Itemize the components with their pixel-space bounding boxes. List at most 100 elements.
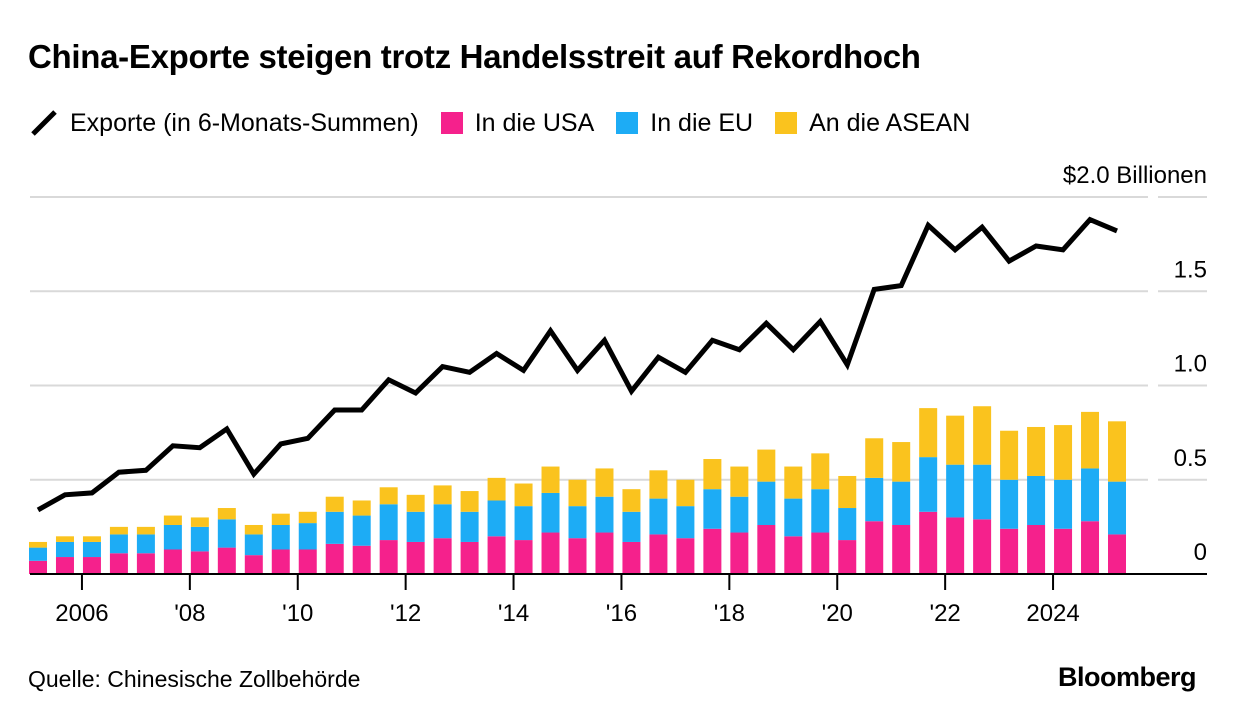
bar-in-die-usa <box>136 553 155 574</box>
bar-in-die-eu <box>892 481 911 525</box>
bar-in-die-eu <box>487 500 506 537</box>
bar-in-die-usa <box>406 541 425 574</box>
bar-in-die-usa <box>244 555 263 574</box>
bar-an-die-asean <box>82 536 101 542</box>
bar-in-die-eu <box>352 515 371 546</box>
usa-swatch-icon <box>440 112 463 134</box>
y-tick-label: 1.0 <box>1174 351 1207 378</box>
chart-title: China-Exporte steigen trotz Handelsstrei… <box>28 38 921 75</box>
bar-an-die-asean <box>487 477 506 501</box>
bar-an-die-asean <box>892 442 911 482</box>
bar-an-die-asean <box>730 466 749 497</box>
exports-line-series <box>36 216 1118 513</box>
bar-in-die-eu <box>325 511 344 544</box>
legend-item-exports: Exporte (in 6-Monats-Summen) <box>30 109 419 138</box>
legend-label-exports: Exporte (in 6-Monats-Summen) <box>70 108 419 137</box>
bar-in-die-usa <box>325 543 344 574</box>
bar-in-die-eu <box>1108 481 1126 535</box>
bar-an-die-asean <box>460 491 479 512</box>
legend-label-eu: In die EU <box>650 108 754 137</box>
bar-an-die-asean <box>1108 421 1126 482</box>
bar-an-die-asean <box>217 508 236 520</box>
bar-in-die-eu <box>163 524 182 550</box>
legend-label-asean: An die ASEAN <box>809 108 971 137</box>
y-tick-label: 0 <box>1194 539 1207 566</box>
bar-in-die-eu <box>541 492 560 533</box>
bar-in-die-usa <box>919 511 938 574</box>
bar-in-die-eu <box>109 534 128 554</box>
bar-an-die-asean <box>163 515 182 525</box>
bar-in-die-usa <box>1054 528 1073 574</box>
x-axis: 2006 '08 '10 '12 '14 '16 '18 '20 '22 2024 <box>30 573 1207 627</box>
bar-in-die-usa <box>784 536 803 574</box>
bar-an-die-asean <box>244 524 263 535</box>
bar-in-die-eu <box>55 541 74 558</box>
bar-in-die-eu <box>82 541 101 558</box>
bar-an-die-asean <box>514 483 533 507</box>
bar-in-die-eu <box>1000 479 1019 529</box>
bar-an-die-asean <box>973 406 992 465</box>
bar-in-die-eu <box>460 511 479 542</box>
asean-swatch-icon <box>775 112 798 134</box>
legend-item-usa: In die USA <box>440 108 595 138</box>
bar-in-die-usa <box>946 517 965 574</box>
brand-logo: Bloomberg <box>1057 662 1197 692</box>
bar-in-die-usa <box>379 540 398 574</box>
bar-in-die-usa <box>541 532 560 574</box>
bar-in-die-eu <box>838 508 857 541</box>
legend-label-usa: In die USA <box>474 108 595 137</box>
bar-in-die-eu <box>919 457 938 512</box>
bar-in-die-eu <box>973 464 992 520</box>
bar-in-die-eu <box>271 524 290 550</box>
legend-item-eu: In die EU <box>616 109 753 138</box>
bar-an-die-asean <box>676 479 695 507</box>
bar-in-die-usa <box>838 540 857 574</box>
bar-an-die-asean <box>838 475 857 509</box>
bar-in-die-eu <box>1054 479 1073 529</box>
bar-in-die-eu <box>298 523 317 550</box>
bar-in-die-usa <box>217 547 236 574</box>
bar-series <box>29 406 1126 574</box>
bar-in-die-usa <box>595 532 614 574</box>
bar-in-die-usa <box>811 532 830 574</box>
bar-an-die-asean <box>325 496 344 512</box>
bar-an-die-asean <box>946 415 965 465</box>
bar-an-die-asean <box>1000 430 1019 480</box>
bar-an-die-asean <box>757 449 776 482</box>
bar-in-die-usa <box>973 519 992 574</box>
bar-in-die-usa <box>1108 534 1126 574</box>
exports-line <box>36 216 1118 513</box>
bar-an-die-asean <box>298 511 317 524</box>
bar-an-die-asean <box>379 487 398 505</box>
bar-in-die-usa <box>892 524 911 574</box>
x-tick-label: '10 <box>282 600 313 627</box>
bar-an-die-asean <box>865 438 884 478</box>
bar-in-die-usa <box>676 538 695 574</box>
bar-an-die-asean <box>568 479 587 507</box>
bar-an-die-asean <box>622 489 641 512</box>
bar-in-die-usa <box>568 538 587 574</box>
bar-an-die-asean <box>271 513 290 525</box>
bar-an-die-asean <box>595 468 614 497</box>
x-tick-label: '20 <box>822 600 853 627</box>
x-tick-label: '22 <box>930 600 961 627</box>
bar-an-die-asean <box>919 408 938 458</box>
bar-in-die-usa <box>82 557 101 574</box>
bar-an-die-asean <box>541 466 560 493</box>
bar-in-die-usa <box>487 536 506 574</box>
bar-in-die-usa <box>163 549 182 574</box>
bar-an-die-asean <box>190 517 209 527</box>
x-tick-label: 2024 <box>1026 600 1079 627</box>
bar-in-die-eu <box>1027 475 1046 525</box>
bar-in-die-eu <box>784 498 803 537</box>
bar-an-die-asean <box>109 526 128 535</box>
bar-in-die-eu <box>811 489 830 533</box>
x-tick-label: '18 <box>714 600 745 627</box>
bar-in-die-eu <box>190 526 209 552</box>
bar-in-die-eu <box>217 519 236 548</box>
bar-in-die-eu <box>136 534 155 554</box>
bar-in-die-usa <box>433 538 452 574</box>
bar-in-die-usa <box>1000 528 1019 574</box>
bar-in-die-usa <box>1027 524 1046 574</box>
